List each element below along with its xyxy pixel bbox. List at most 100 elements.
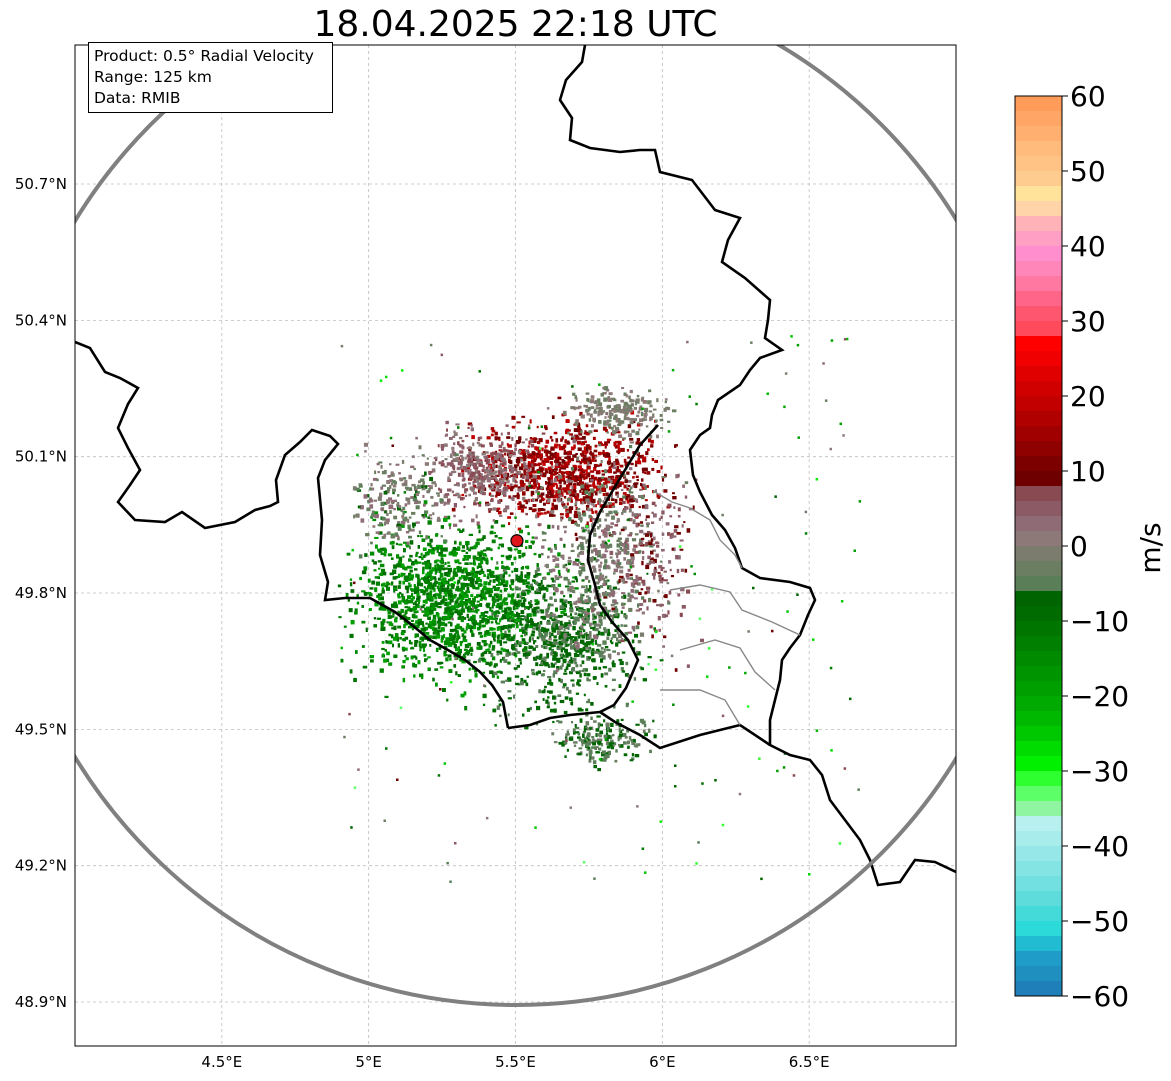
echo-pixel: [592, 626, 596, 631]
echo-pixel: [577, 635, 581, 639]
echo-pixel: [513, 568, 519, 572]
echo-pixel: [404, 601, 408, 605]
echo-pixel: [471, 607, 475, 610]
echo-pixel: [617, 580, 620, 585]
echo-pixel: [592, 738, 595, 743]
echo-pixel: [524, 574, 527, 579]
echo-pixel: [629, 445, 633, 449]
echo-pixel: [653, 575, 656, 580]
echo-pixel: [416, 605, 420, 609]
echo-pixel: [504, 452, 507, 456]
echo-pixel: [542, 615, 547, 620]
echo-pixel: [469, 469, 472, 474]
echo-pixel: [627, 598, 632, 603]
echo-pixel: [453, 494, 458, 497]
echo-pixel: [526, 675, 529, 678]
echo-pixel: [423, 579, 429, 583]
echo-pixel: [366, 592, 372, 595]
echo-pixel: [563, 659, 567, 664]
echo-pixel: [580, 708, 584, 712]
echo-pixel: [587, 698, 590, 702]
echo-pixel: [378, 596, 381, 601]
echo-pixel: [582, 730, 586, 734]
echo-pixel: [645, 518, 648, 521]
echo-pixel: [664, 398, 668, 401]
echo-pixel: [435, 568, 438, 573]
echo-pixel: [371, 559, 375, 563]
echo-pixel: [457, 460, 463, 466]
echo-pixel: [443, 598, 448, 601]
echo-pixel: [517, 599, 522, 602]
echo-pixel: [577, 468, 582, 472]
echo-pixel: [421, 474, 426, 477]
echo-pixel: [418, 480, 421, 484]
echo-pixel: [587, 679, 591, 682]
echo-pixel: [424, 658, 428, 661]
echo-pixel: [638, 495, 641, 498]
echo-pixel: [543, 576, 547, 580]
echo-pixel: [432, 614, 437, 620]
echo-pixel: [576, 456, 580, 461]
echo-pixel: [487, 458, 491, 464]
echo-pixel: [366, 494, 370, 498]
echo-pixel: [544, 628, 550, 632]
echo-pixel: [602, 453, 606, 457]
echo-pixel: [539, 633, 542, 638]
echo-pixel: [591, 510, 594, 514]
echo-pixel: [385, 375, 388, 379]
echo-pixel: [355, 513, 360, 518]
echo-pixel: [562, 686, 566, 689]
echo-pixel: [420, 552, 423, 556]
echo-pixel: [495, 495, 498, 498]
echo-pixel: [571, 580, 576, 583]
echo-pixel: [353, 677, 357, 682]
echo-pixel: [435, 560, 438, 563]
echo-pixel: [424, 564, 430, 569]
echo-pixel: [379, 492, 383, 497]
echo-pixel: [555, 438, 559, 443]
y-tick-label: 49.8°N: [15, 584, 67, 602]
echo-pixel: [627, 518, 630, 521]
echo-pixel: [602, 582, 607, 586]
echo-pixel: [459, 458, 463, 463]
echo-pixel: [522, 579, 528, 583]
echo-pixel: [416, 574, 420, 579]
echo-pixel: [492, 597, 495, 601]
echo-pixel: [490, 621, 494, 624]
echo-pixel: [618, 483, 622, 487]
echo-pixel: [466, 601, 470, 604]
echo-pixel: [654, 630, 658, 633]
product-label: Product: 0.5° Radial Velocity: [94, 47, 314, 65]
echo-pixel: [544, 662, 549, 667]
echo-pixel: [635, 575, 638, 579]
echo-pixel: [632, 565, 635, 568]
echo-pixel: [575, 607, 580, 611]
echo-pixel: [441, 635, 445, 640]
echo-pixel: [374, 576, 380, 579]
echo-pixel: [545, 458, 550, 461]
echo-pixel: [530, 540, 535, 544]
echo-pixel: [591, 608, 595, 612]
echo-pixel: [556, 666, 560, 671]
echo-pixel: [423, 589, 427, 593]
echo-pixel: [570, 613, 573, 616]
echo-pixel: [583, 739, 587, 743]
echo-pixel: [576, 671, 580, 675]
echo-pixel: [469, 452, 472, 456]
echo-pixel: [569, 607, 574, 610]
echo-pixel: [514, 648, 518, 652]
echo-pixel: [646, 590, 650, 594]
echo-pixel: [476, 600, 480, 603]
echo-pixel: [457, 612, 462, 616]
echo-pixel: [579, 673, 582, 678]
echo-pixel: [539, 587, 543, 591]
echo-pixel: [578, 515, 582, 520]
echo-pixel: [613, 399, 617, 402]
echo-pixel: [644, 467, 648, 472]
echo-pixel: [477, 626, 481, 631]
echo-pixel: [553, 445, 558, 449]
echo-pixel: [468, 598, 471, 602]
echo-pixel: [452, 571, 457, 575]
echo-pixel: [450, 585, 455, 590]
